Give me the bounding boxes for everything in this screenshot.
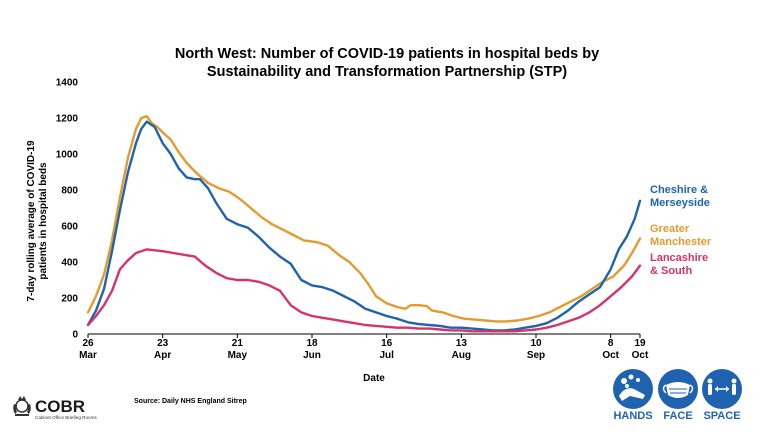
cobr-logo: COBR Cabinet Office Briefing Rooms [13,396,97,420]
badge-space: SPACE [702,369,742,422]
y-tick-label: 200 [61,294,78,305]
y-axis-ticks: 0 200 400 600 800 1000 1200 1400 [56,78,79,341]
y-axis-title: 7-day rolling average of COVID-19 patien… [26,140,49,302]
chart-title-line-2: Sustainability and Transformation Partne… [207,64,567,80]
badge-face-label: FACE [663,410,692,422]
hands-washing-icon [619,374,645,401]
series-label-cheshire-merseyside: Merseyside [650,197,710,209]
x-tick-month: May [228,350,248,361]
x-tick-month: Sep [527,350,545,361]
x-tick-day: 8 [608,338,614,349]
chart-title-line-1: North West: Number of COVID-19 patients … [175,46,599,62]
x-tick-day: 23 [157,338,169,349]
cobr-wordmark: COBR [35,397,85,416]
y-tick-label: 600 [61,222,78,233]
x-tick-day: 10 [530,338,542,349]
distancing-icon [707,378,737,395]
x-tick-day: 18 [306,338,318,349]
series-lines [86,115,642,333]
y-axis-title-line-1: 7-day rolling average of COVID-19 [26,140,37,302]
badge-face: FACE [658,369,698,422]
x-tick-month: Jul [379,350,394,361]
x-tick-month: Oct [632,350,649,361]
x-tick-day: 26 [82,338,94,349]
series-label-greater-manchester: Greater [650,223,690,235]
series-line-greater-manchester [86,115,642,323]
face-mask-icon [662,382,694,398]
y-tick-label: 0 [72,330,78,341]
x-axis-title: Date [363,373,385,384]
x-tick-month: Mar [79,350,97,361]
series-label-lancashire-south: Lancashire [650,252,708,264]
x-axis-ticks: 26Mar23Apr21May18Jun16Jul13Aug10Sep8Oct1… [79,334,649,361]
royal-crest-icon [13,396,31,416]
cobr-subtitle: Cabinet Office Briefing Rooms [35,415,97,420]
source-note: Source: Daily NHS England Sitrep [134,398,247,405]
badge-hands: HANDS [613,369,653,422]
y-tick-label: 1200 [56,114,79,125]
x-tick-month: Aug [452,350,471,361]
series-label-cheshire-merseyside: Cheshire & [650,184,708,196]
y-tick-label: 1400 [56,78,79,89]
y-axis-title-line-2: patients in hospital beds [38,162,49,280]
x-tick-month: Jun [303,350,321,361]
y-tick-label: 1000 [56,150,79,161]
x-tick-day: 13 [456,338,468,349]
series-line-lancashire-south [86,248,642,333]
x-tick-day: 19 [634,338,646,349]
badge-space-label: SPACE [703,410,740,422]
x-tick-day: 21 [232,338,244,349]
series-label-greater-manchester: Manchester [650,236,712,248]
x-tick-day: 16 [381,338,393,349]
series-label-lancashire-south: & South [650,265,692,277]
series-line-cheshire-merseyside [86,120,642,332]
y-tick-label: 800 [61,186,78,197]
x-tick-month: Apr [154,350,171,361]
y-tick-label: 400 [61,258,78,269]
x-tick-month: Oct [602,350,619,361]
badge-hands-label: HANDS [613,410,652,422]
